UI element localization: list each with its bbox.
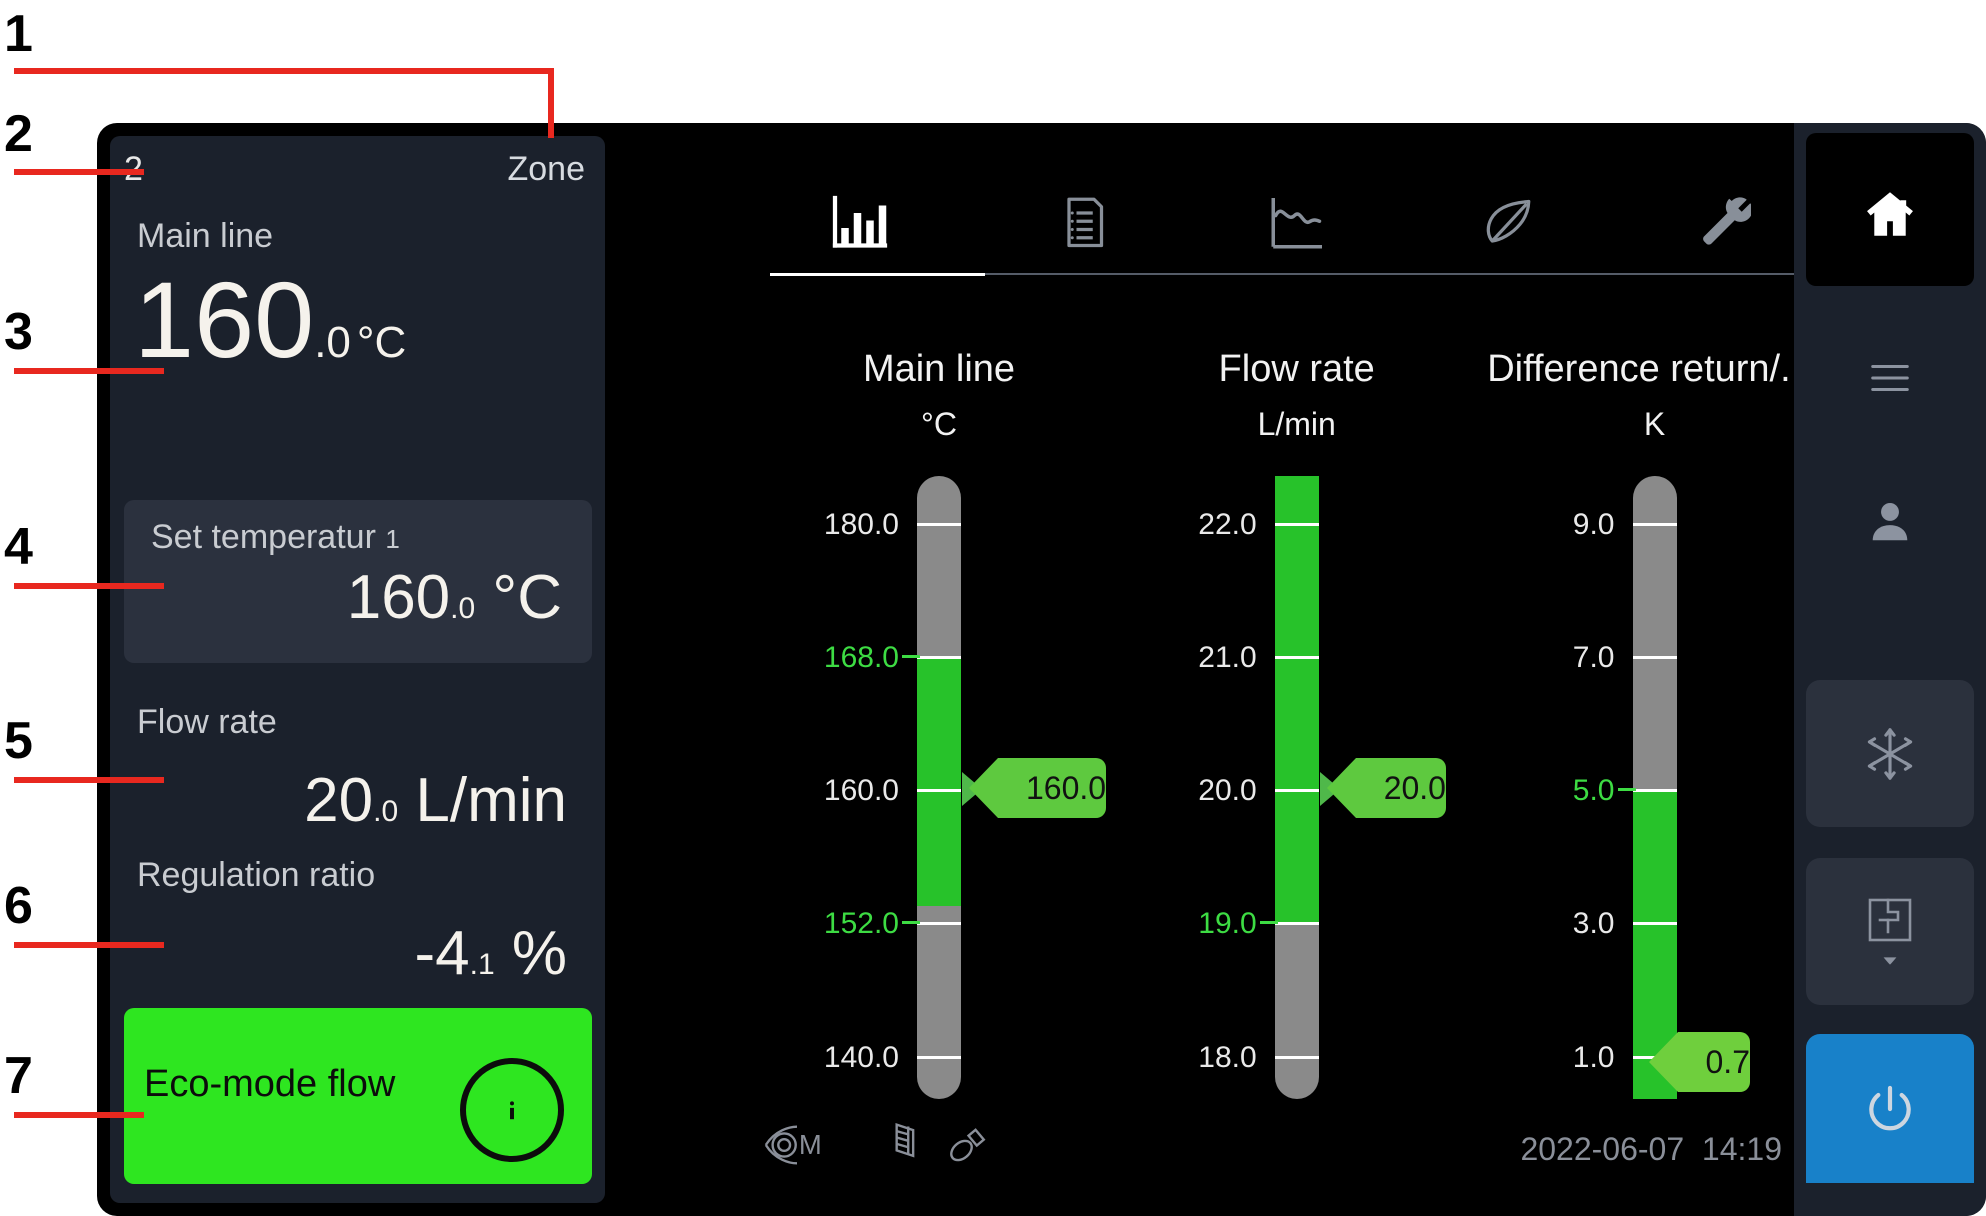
svg-text:M: M bbox=[799, 1129, 822, 1160]
